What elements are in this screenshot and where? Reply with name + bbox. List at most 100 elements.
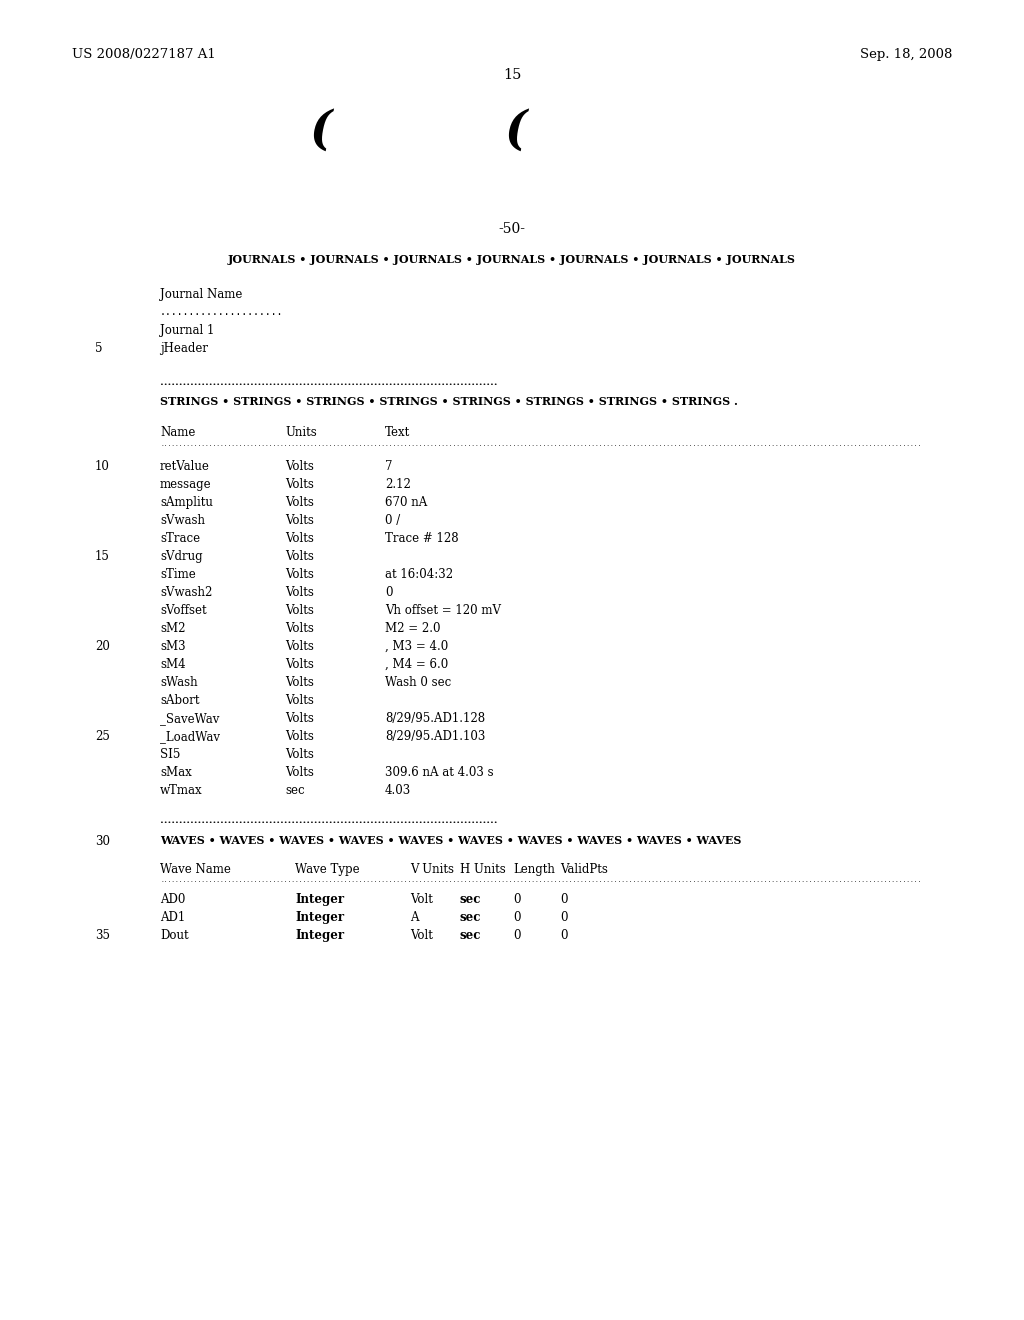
- Text: ValidPts: ValidPts: [560, 863, 608, 876]
- Text: Volts: Volts: [285, 478, 314, 491]
- Text: 8/29/95.AD1.103: 8/29/95.AD1.103: [385, 730, 485, 743]
- Text: 0: 0: [513, 911, 520, 924]
- Text: (: (: [504, 108, 526, 154]
- Text: sM4: sM4: [160, 657, 185, 671]
- Text: sec: sec: [460, 911, 481, 924]
- Text: SI5: SI5: [160, 748, 180, 762]
- Text: _LoadWav: _LoadWav: [160, 730, 220, 743]
- Text: 0: 0: [560, 911, 567, 924]
- Text: A: A: [410, 911, 419, 924]
- Text: -50-: -50-: [499, 222, 525, 236]
- Text: 15: 15: [503, 69, 521, 82]
- Text: 20: 20: [95, 640, 110, 653]
- Text: Volts: Volts: [285, 730, 314, 743]
- Text: sVdrug: sVdrug: [160, 550, 203, 564]
- Text: Volts: Volts: [285, 513, 314, 527]
- Text: sTrace: sTrace: [160, 532, 200, 545]
- Text: Name: Name: [160, 426, 196, 440]
- Text: ••••••••••••••••••••••••••••••••••••••••••••••••••••••••••••••••••••••••••••••••: ••••••••••••••••••••••••••••••••••••••••…: [160, 820, 498, 825]
- Text: ................................................................................: ........................................…: [160, 442, 922, 447]
- Text: sVoffset: sVoffset: [160, 605, 207, 616]
- Text: 0: 0: [560, 929, 567, 942]
- Text: US 2008/0227187 A1: US 2008/0227187 A1: [72, 48, 216, 61]
- Text: Volt: Volt: [410, 929, 433, 942]
- Text: sVwash: sVwash: [160, 513, 205, 527]
- Text: , M3 = 4.0: , M3 = 4.0: [385, 640, 449, 653]
- Text: sWash: sWash: [160, 676, 198, 689]
- Text: Integer: Integer: [295, 911, 344, 924]
- Text: Volts: Volts: [285, 694, 314, 708]
- Text: Volts: Volts: [285, 586, 314, 599]
- Text: Trace # 128: Trace # 128: [385, 532, 459, 545]
- Text: Volt: Volt: [410, 894, 433, 906]
- Text: at 16:04:32: at 16:04:32: [385, 568, 454, 581]
- Text: retValue: retValue: [160, 459, 210, 473]
- Text: Volts: Volts: [285, 657, 314, 671]
- Text: 0: 0: [513, 894, 520, 906]
- Text: AD1: AD1: [160, 911, 185, 924]
- Text: JOURNALS • JOURNALS • JOURNALS • JOURNALS • JOURNALS • JOURNALS • JOURNALS: JOURNALS • JOURNALS • JOURNALS • JOURNAL…: [228, 253, 796, 265]
- Text: M2 = 2.0: M2 = 2.0: [385, 622, 440, 635]
- Text: Volts: Volts: [285, 459, 314, 473]
- Text: 0: 0: [385, 586, 392, 599]
- Text: sec: sec: [285, 784, 304, 797]
- Text: Integer: Integer: [295, 894, 344, 906]
- Text: .....................: .....................: [160, 308, 284, 317]
- Text: 10: 10: [95, 459, 110, 473]
- Text: Journal 1: Journal 1: [160, 323, 214, 337]
- Text: _SaveWav: _SaveWav: [160, 711, 219, 725]
- Text: 0: 0: [513, 929, 520, 942]
- Text: 30: 30: [95, 836, 110, 847]
- Text: AD0: AD0: [160, 894, 185, 906]
- Text: 8/29/95.AD1.128: 8/29/95.AD1.128: [385, 711, 485, 725]
- Text: V Units: V Units: [410, 863, 454, 876]
- Text: Wash 0 sec: Wash 0 sec: [385, 676, 452, 689]
- Text: 2.12: 2.12: [385, 478, 411, 491]
- Text: 25: 25: [95, 730, 110, 743]
- Text: Volts: Volts: [285, 605, 314, 616]
- Text: 309.6 nA at 4.03 s: 309.6 nA at 4.03 s: [385, 766, 494, 779]
- Text: Volts: Volts: [285, 568, 314, 581]
- Text: Dout: Dout: [160, 929, 188, 942]
- Text: sM2: sM2: [160, 622, 185, 635]
- Text: Volts: Volts: [285, 550, 314, 564]
- Text: Journal Name: Journal Name: [160, 288, 243, 301]
- Text: Length: Length: [513, 863, 555, 876]
- Text: Volts: Volts: [285, 640, 314, 653]
- Text: sVwash2: sVwash2: [160, 586, 212, 599]
- Text: WAVES • WAVES • WAVES • WAVES • WAVES • WAVES • WAVES • WAVES • WAVES • WAVES: WAVES • WAVES • WAVES • WAVES • WAVES • …: [160, 836, 741, 846]
- Text: 35: 35: [95, 929, 110, 942]
- Text: sAbort: sAbort: [160, 694, 200, 708]
- Text: 15: 15: [95, 550, 110, 564]
- Text: sec: sec: [460, 929, 481, 942]
- Text: sTime: sTime: [160, 568, 196, 581]
- Text: Units: Units: [285, 426, 316, 440]
- Text: STRINGS • STRINGS • STRINGS • STRINGS • STRINGS • STRINGS • STRINGS • STRINGS .: STRINGS • STRINGS • STRINGS • STRINGS • …: [160, 396, 738, 407]
- Text: H Units: H Units: [460, 863, 506, 876]
- Text: (: (: [309, 108, 331, 154]
- Text: Wave Name: Wave Name: [160, 863, 230, 876]
- Text: Volts: Volts: [285, 748, 314, 762]
- Text: , M4 = 6.0: , M4 = 6.0: [385, 657, 449, 671]
- Text: Volts: Volts: [285, 622, 314, 635]
- Text: sAmplitu: sAmplitu: [160, 496, 213, 510]
- Text: Volts: Volts: [285, 496, 314, 510]
- Text: sM3: sM3: [160, 640, 185, 653]
- Text: 4.03: 4.03: [385, 784, 412, 797]
- Text: 0 /: 0 /: [385, 513, 400, 527]
- Text: sec: sec: [460, 894, 481, 906]
- Text: Volts: Volts: [285, 766, 314, 779]
- Text: wTmax: wTmax: [160, 784, 203, 797]
- Text: 0: 0: [560, 894, 567, 906]
- Text: Volts: Volts: [285, 532, 314, 545]
- Text: 7: 7: [385, 459, 392, 473]
- Text: 5: 5: [95, 342, 102, 355]
- Text: 670 nA: 670 nA: [385, 496, 427, 510]
- Text: Volts: Volts: [285, 676, 314, 689]
- Text: jHeader: jHeader: [160, 342, 208, 355]
- Text: message: message: [160, 478, 212, 491]
- Text: Wave Type: Wave Type: [295, 863, 359, 876]
- Text: Volts: Volts: [285, 711, 314, 725]
- Text: sMax: sMax: [160, 766, 191, 779]
- Text: ................................................................................: ........................................…: [160, 878, 922, 883]
